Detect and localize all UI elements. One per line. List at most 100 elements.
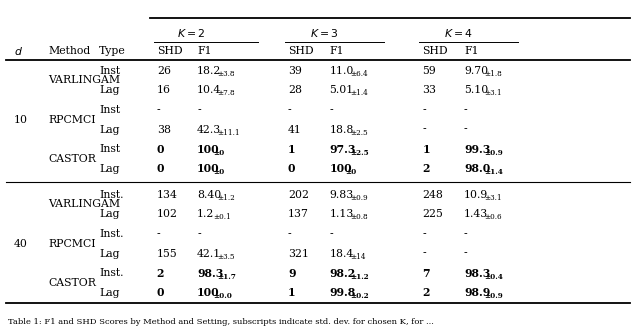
Text: -: - <box>157 105 161 115</box>
Text: Type: Type <box>99 46 126 56</box>
Text: SHD: SHD <box>288 46 314 56</box>
Text: ±0.4: ±0.4 <box>484 273 503 280</box>
Text: 321: 321 <box>288 249 309 258</box>
Text: 2: 2 <box>422 287 430 298</box>
Text: RPCMCI: RPCMCI <box>48 115 95 125</box>
Text: ±0.9: ±0.9 <box>484 292 503 300</box>
Text: -: - <box>288 105 292 115</box>
Text: 98.3: 98.3 <box>464 268 490 279</box>
Text: ±0.9: ±0.9 <box>484 149 503 156</box>
Text: 16: 16 <box>157 85 171 95</box>
Text: F1: F1 <box>330 46 344 56</box>
Text: $d$: $d$ <box>14 45 23 57</box>
Text: 98.2: 98.2 <box>330 268 356 279</box>
Text: 1: 1 <box>422 144 430 155</box>
Text: 11.0: 11.0 <box>330 66 354 75</box>
Text: ±3.1: ±3.1 <box>484 194 502 202</box>
Text: 0: 0 <box>157 163 164 174</box>
Text: ±0.0: ±0.0 <box>212 292 232 300</box>
Text: -: - <box>288 229 292 239</box>
Text: F1: F1 <box>197 46 212 56</box>
Text: -: - <box>422 249 426 258</box>
Text: 18.8: 18.8 <box>330 125 354 134</box>
Text: 38: 38 <box>157 125 171 134</box>
Text: 28: 28 <box>288 85 302 95</box>
Text: 5.01: 5.01 <box>330 85 354 95</box>
Text: ±0.6: ±0.6 <box>484 214 502 221</box>
Text: Lag: Lag <box>99 85 120 95</box>
Text: 18.2: 18.2 <box>197 66 221 75</box>
Text: 59: 59 <box>422 66 436 75</box>
Text: Lag: Lag <box>99 288 120 298</box>
Text: Lag: Lag <box>99 164 120 174</box>
Text: ±6.4: ±6.4 <box>350 70 368 78</box>
Text: ±0.1: ±0.1 <box>212 214 230 221</box>
Text: Inst: Inst <box>99 105 120 115</box>
Text: ±3.8: ±3.8 <box>218 70 235 78</box>
Text: ±1.4: ±1.4 <box>484 168 503 176</box>
Text: 2: 2 <box>422 163 430 174</box>
Text: CASTOR: CASTOR <box>48 154 96 164</box>
Text: -: - <box>422 105 426 115</box>
Text: 98.0: 98.0 <box>464 163 490 174</box>
Text: Lag: Lag <box>99 125 120 134</box>
Text: ±1.2: ±1.2 <box>218 194 236 202</box>
Text: ±0: ±0 <box>212 168 224 176</box>
Text: Inst.: Inst. <box>99 190 124 199</box>
Text: 137: 137 <box>288 209 309 219</box>
Text: 97.3: 97.3 <box>330 144 356 155</box>
Text: 39: 39 <box>288 66 302 75</box>
Text: Inst.: Inst. <box>99 268 124 278</box>
Text: Lag: Lag <box>99 249 120 258</box>
Text: RPCMCI: RPCMCI <box>48 239 95 249</box>
Text: 42.3: 42.3 <box>197 125 221 134</box>
Text: ±0: ±0 <box>212 149 224 156</box>
Text: 99.8: 99.8 <box>330 287 356 298</box>
Text: 99.3: 99.3 <box>464 144 490 155</box>
Text: 1: 1 <box>288 287 296 298</box>
Text: 10: 10 <box>14 115 28 125</box>
Text: 1: 1 <box>288 144 296 155</box>
Text: 100: 100 <box>330 163 352 174</box>
Text: 225: 225 <box>422 209 444 219</box>
Text: Inst: Inst <box>99 144 120 154</box>
Text: -: - <box>464 249 468 258</box>
Text: 9: 9 <box>288 268 296 279</box>
Text: SHD: SHD <box>422 46 448 56</box>
Text: ±1.7: ±1.7 <box>218 273 236 280</box>
Text: ±7.8: ±7.8 <box>218 90 236 97</box>
Text: 10.4: 10.4 <box>197 85 221 95</box>
Text: Lag: Lag <box>99 209 120 219</box>
Text: 248: 248 <box>422 190 444 199</box>
Text: ±1.8: ±1.8 <box>484 70 502 78</box>
Text: 98.3: 98.3 <box>197 268 223 279</box>
Text: 41: 41 <box>288 125 302 134</box>
Text: 5.10: 5.10 <box>464 85 488 95</box>
Text: ±3.1: ±3.1 <box>484 90 502 97</box>
Text: ±0: ±0 <box>346 168 356 176</box>
Text: 9.83: 9.83 <box>330 190 354 199</box>
Text: ±0.8: ±0.8 <box>350 214 368 221</box>
Text: Table 1: F1 and SHD Scores by Method and Setting, subscripts indicate std. dev. : Table 1: F1 and SHD Scores by Method and… <box>8 318 433 326</box>
Text: -: - <box>422 229 426 239</box>
Text: 1.43: 1.43 <box>464 209 488 219</box>
Text: 100: 100 <box>197 287 220 298</box>
Text: VARLINGAM: VARLINGAM <box>48 75 120 85</box>
Text: 102: 102 <box>157 209 178 219</box>
Text: 100: 100 <box>197 163 220 174</box>
Text: ±2.5: ±2.5 <box>350 129 368 137</box>
Text: 8.40: 8.40 <box>197 190 221 199</box>
Text: 98.9: 98.9 <box>464 287 490 298</box>
Text: $K = 4$: $K = 4$ <box>445 27 473 39</box>
Text: 26: 26 <box>157 66 171 75</box>
Text: 10.9: 10.9 <box>464 190 488 199</box>
Text: $K = 3$: $K = 3$ <box>310 27 339 39</box>
Text: CASTOR: CASTOR <box>48 278 96 288</box>
Text: Method: Method <box>48 46 90 56</box>
Text: -: - <box>464 229 468 239</box>
Text: 33: 33 <box>422 85 436 95</box>
Text: -: - <box>464 105 468 115</box>
Text: 40: 40 <box>14 239 28 249</box>
Text: -: - <box>197 229 201 239</box>
Text: Inst.: Inst. <box>99 229 124 239</box>
